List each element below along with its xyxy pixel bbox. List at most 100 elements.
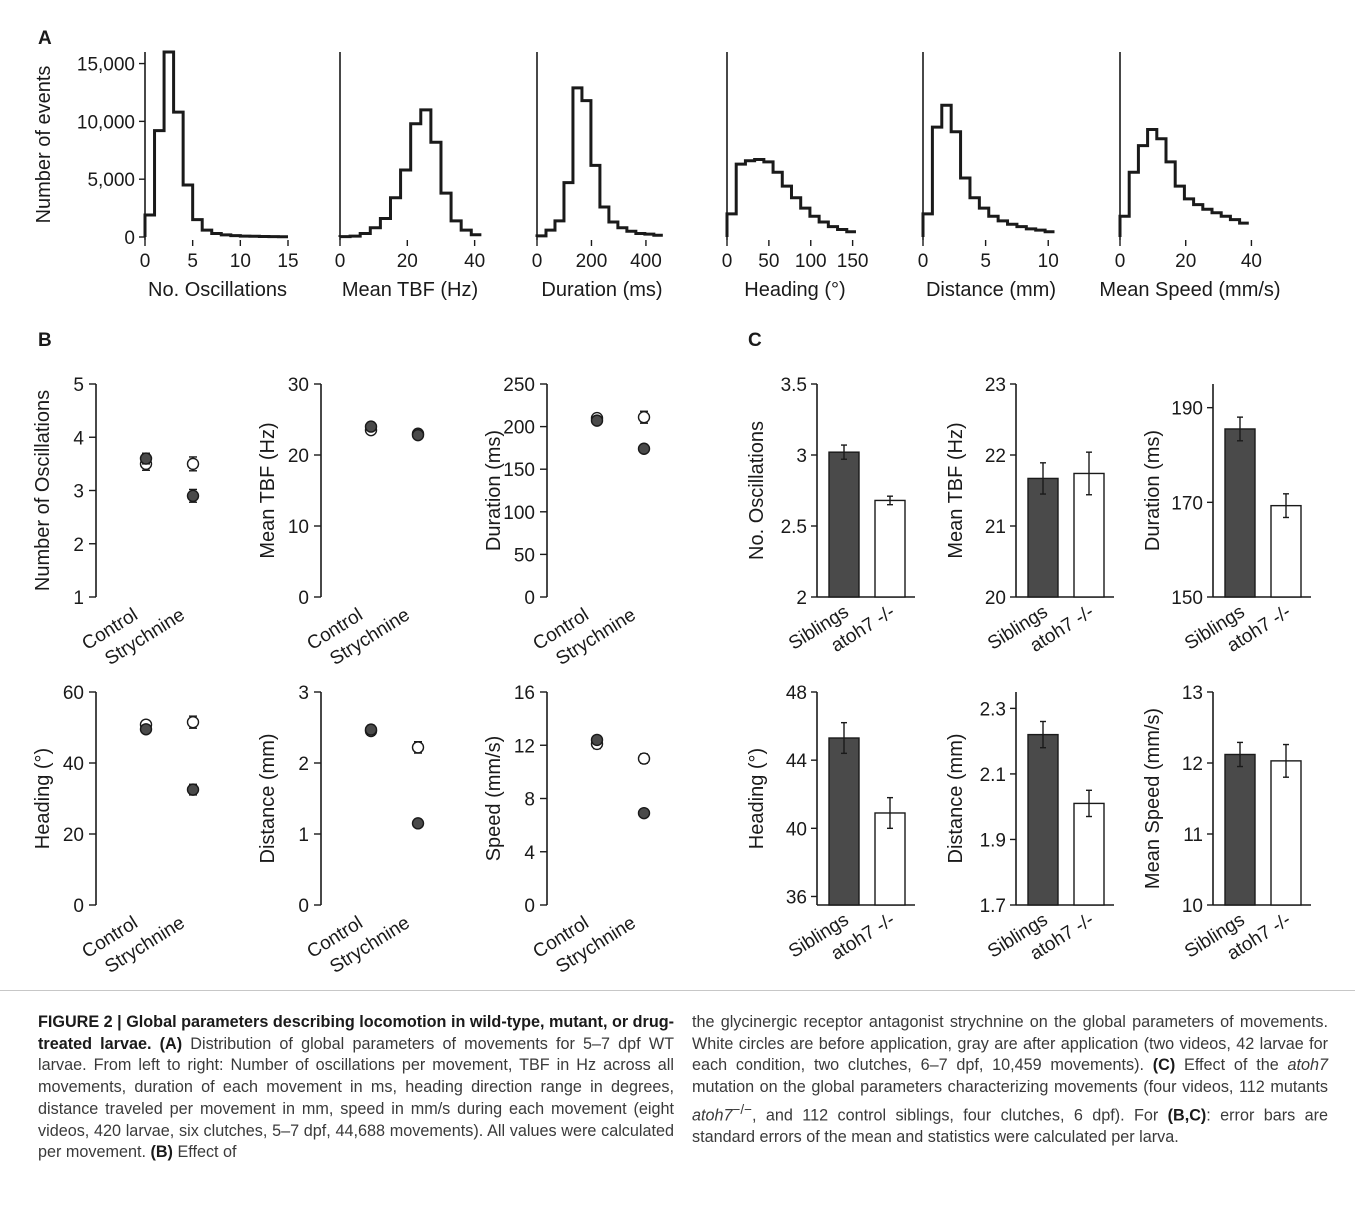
caption-b-text-left: Effect of <box>177 1143 237 1162</box>
x-tick-label: 10 <box>1038 251 1059 272</box>
histogram-series <box>338 108 482 239</box>
x-tick-label: 20 <box>397 251 418 272</box>
x-tick-label: 0 <box>532 251 543 272</box>
x-tick-label: 0 <box>335 251 346 272</box>
y-tick-label: 40 <box>786 819 807 840</box>
x-axis-label: No. Oscillations <box>148 279 287 301</box>
bar-siblings <box>1027 477 1059 598</box>
panel-label-a: A <box>38 28 52 49</box>
data-point-after <box>411 817 425 830</box>
bar-mutant <box>1270 504 1302 598</box>
x-tick-label: 0 <box>1115 251 1126 272</box>
caption-c-sup: −/− <box>732 1101 753 1117</box>
y-tick-label: 30 <box>288 375 309 396</box>
y-tick-label: 5 <box>73 375 84 396</box>
data-point-before <box>637 752 651 765</box>
data-point-after <box>364 723 378 736</box>
caption-right-column: the glycinergic receptor antagonist stry… <box>692 1012 1328 1149</box>
histogram-series <box>725 158 856 237</box>
y-tick-label: 40 <box>63 754 84 775</box>
y-tick-label: 150 <box>1171 588 1203 609</box>
y-tick-label: 4 <box>73 428 84 449</box>
y-tick-label: 0 <box>298 588 309 609</box>
y-tick-label: 2 <box>796 588 807 609</box>
y-tick-label: 12 <box>1182 754 1203 775</box>
x-axis-label: Distance (mm) <box>926 279 1056 301</box>
x-axis-label: Mean Speed (mm/s) <box>1099 279 1280 301</box>
x-tick-label: 40 <box>464 251 485 272</box>
y-axis-label: Number of Oscillations <box>32 390 54 591</box>
histogram-series <box>143 50 288 239</box>
caption-c-gene: atoh7 <box>1287 1056 1328 1075</box>
y-axis-label: No. Oscillations <box>746 421 768 560</box>
y-axis-label: Speed (mm/s) <box>483 736 505 862</box>
y-tick-label: 2.5 <box>781 517 807 538</box>
x-tick-label: 200 <box>576 251 608 272</box>
caption-a-label: (A) <box>159 1034 183 1053</box>
caption-b-label: (B) <box>150 1143 173 1162</box>
x-axis-label: Mean TBF (Hz) <box>342 279 478 301</box>
histogram-series <box>1118 127 1249 237</box>
y-tick-label: 5,000 <box>87 170 135 191</box>
data-point-after <box>186 783 200 796</box>
caption-figure-label: FIGURE 2 | Global parameters describing … <box>38 1013 674 1053</box>
y-tick-label: 200 <box>503 418 535 439</box>
y-tick-label: 1 <box>73 588 84 609</box>
bar-siblings <box>1027 733 1059 906</box>
y-tick-label: 2 <box>73 535 84 556</box>
x-tick-label: 5 <box>980 251 991 272</box>
bar-siblings <box>828 737 860 906</box>
bar-siblings <box>1224 428 1256 598</box>
caption-c-text-4: : error bars are standard errors of the … <box>692 1106 1328 1146</box>
y-tick-label: 20 <box>63 825 84 846</box>
y-axis-label: Mean TBF (Hz) <box>257 422 279 558</box>
y-tick-label: 15,000 <box>77 55 135 76</box>
y-tick-label: 0 <box>524 588 535 609</box>
y-tick-label: 0 <box>298 896 309 917</box>
y-axis-label: Duration (ms) <box>1142 430 1164 551</box>
caption-c-text-1: Effect of the <box>1184 1056 1279 1075</box>
data-point-after <box>186 489 200 503</box>
caption-c-text-2: mutation on the global parameters charac… <box>692 1078 1328 1097</box>
histogram-series <box>921 103 1055 237</box>
bar-siblings <box>828 451 860 598</box>
histogram-series <box>535 86 663 238</box>
bar-mutant <box>1073 802 1105 906</box>
y-tick-label: 3 <box>298 683 309 704</box>
y-tick-label: 50 <box>514 545 535 566</box>
x-tick-label: 150 <box>837 251 869 272</box>
data-point-after <box>637 806 651 820</box>
caption-left-column: FIGURE 2 | Global parameters describing … <box>38 1012 674 1164</box>
y-tick-label: 0 <box>124 228 135 249</box>
y-tick-label: 150 <box>503 460 535 481</box>
data-point-after <box>411 428 425 442</box>
bar-siblings <box>1224 753 1256 906</box>
panel-label-b: B <box>38 330 52 351</box>
y-tick-label: 100 <box>503 503 535 524</box>
y-tick-label: 13 <box>1182 683 1203 704</box>
y-tick-label: 1 <box>298 825 309 846</box>
panel-label-c: C <box>748 330 762 351</box>
x-tick-label: 40 <box>1241 251 1262 272</box>
bar-mutant <box>874 499 906 598</box>
y-tick-label: 3.5 <box>781 375 807 396</box>
bar-mutant <box>1270 760 1302 906</box>
y-axis-label: Distance (mm) <box>945 733 967 863</box>
y-tick-label: 8 <box>524 790 535 811</box>
y-tick-label: 250 <box>503 375 535 396</box>
y-tick-label: 2.3 <box>980 699 1006 720</box>
x-tick-label: 50 <box>758 251 779 272</box>
x-tick-label: 0 <box>722 251 733 272</box>
y-tick-label: 1.7 <box>980 896 1006 917</box>
caption-divider <box>0 990 1355 991</box>
y-tick-label: 10,000 <box>77 112 135 133</box>
caption-c-gene-2: atoh7 <box>692 1106 733 1125</box>
y-tick-label: 16 <box>514 683 535 704</box>
y-tick-label: 10 <box>288 517 309 538</box>
y-axis-label: Duration (ms) <box>483 430 505 551</box>
data-point-before <box>186 715 200 729</box>
y-tick-label: 44 <box>786 751 808 772</box>
figure: A B C 0 5,000 10,000 15,000 0 5 10 15 No. Oscill… <box>32 28 1311 978</box>
data-point-before <box>411 741 425 754</box>
data-point-after <box>590 414 604 427</box>
